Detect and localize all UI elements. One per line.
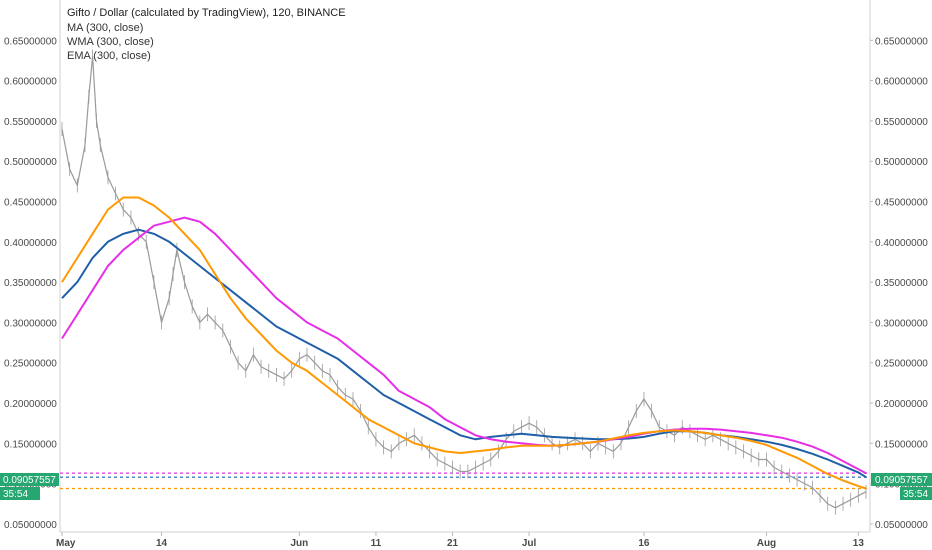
- x-tick-label: 16: [638, 538, 650, 549]
- y-tick-label-right: 0.05000000: [875, 520, 928, 531]
- y-tick-label-right: 0.40000000: [875, 238, 928, 249]
- legend-ma[interactable]: MA (300, close): [67, 22, 143, 34]
- y-tick-label-right: 0.30000000: [875, 318, 928, 329]
- y-tick-label-right: 0.60000000: [875, 77, 928, 88]
- x-tick-label: 21: [447, 538, 459, 549]
- countdown-left: 35:54: [3, 489, 28, 500]
- last-price-tag-right-bg: [871, 473, 932, 486]
- countdown-tag-right-bg: [900, 487, 932, 500]
- y-tick-label-left: 0.35000000: [4, 278, 57, 289]
- y-tick-label-left: 0.25000000: [4, 359, 57, 370]
- x-tick-label: Aug: [757, 538, 776, 549]
- x-tick-label: 14: [156, 538, 168, 549]
- last-price-tag-right: 0.09057557 35:54: [871, 473, 932, 500]
- y-tick-label-left: 0.40000000: [4, 238, 57, 249]
- x-tick-label: Jun: [290, 538, 308, 549]
- y-tick-label-right: 0.35000000: [875, 278, 928, 289]
- left-price-axis[interactable]: 0.65000000 0.60000000 0.55000000 0.50000000…: [4, 36, 57, 531]
- y-tick-label-left: 0.20000000: [4, 399, 57, 410]
- time-axis[interactable]: May 14 Jun 11 21 Jul 16 Aug 13: [56, 532, 864, 549]
- y-tick-label-left: 0.55000000: [4, 117, 57, 128]
- ema-line: [61, 196, 867, 490]
- x-tick-label: 13: [853, 538, 865, 549]
- indicator-lines: [61, 196, 867, 490]
- legend-ema[interactable]: EMA (300, close): [67, 50, 151, 62]
- y-tick-label-right: 0.50000000: [875, 157, 928, 168]
- last-price-left: 0.09057557: [3, 475, 56, 486]
- y-tick-label-left: 0.05000000: [4, 520, 57, 531]
- y-tick-label-right: 0.65000000: [875, 36, 928, 47]
- dashed-level-lines: [60, 472, 870, 490]
- x-tick-label: Jul: [522, 538, 537, 549]
- y-tick-label-right: 0.20000000: [875, 399, 928, 410]
- y-tick-label-right: 0.45000000: [875, 198, 928, 209]
- y-tick-label-left: 0.15000000: [4, 439, 57, 450]
- last-price-right: 0.09057557: [875, 475, 928, 486]
- y-tick-label-left: 0.65000000: [4, 36, 57, 47]
- countdown-tag-left-bg: [0, 487, 40, 500]
- x-tick-label: May: [56, 538, 76, 549]
- y-tick-label-right: 0.25000000: [875, 359, 928, 370]
- last-price-tag-left: 0.09057557 35:54: [0, 473, 59, 500]
- legend: Gifto / Dollar (calculated by TradingVie…: [67, 7, 346, 62]
- y-tick-label-left: 0.30000000: [4, 318, 57, 329]
- legend-wma[interactable]: WMA (300, close): [67, 36, 154, 48]
- wma-line: [61, 216, 867, 475]
- chart-title: Gifto / Dollar (calculated by TradingVie…: [67, 7, 346, 19]
- y-tick-label-left: 0.45000000: [4, 198, 57, 209]
- x-tick-label: 11: [371, 538, 382, 549]
- y-tick-label-right: 0.15000000: [875, 439, 928, 450]
- y-tick-label-left: 0.60000000: [4, 77, 57, 88]
- y-tick-label-left: 0.50000000: [4, 157, 57, 168]
- countdown-right: 35:54: [903, 489, 928, 500]
- y-tick-label-right: 0.55000000: [875, 117, 928, 128]
- last-price-tag-left-bg: [0, 473, 59, 486]
